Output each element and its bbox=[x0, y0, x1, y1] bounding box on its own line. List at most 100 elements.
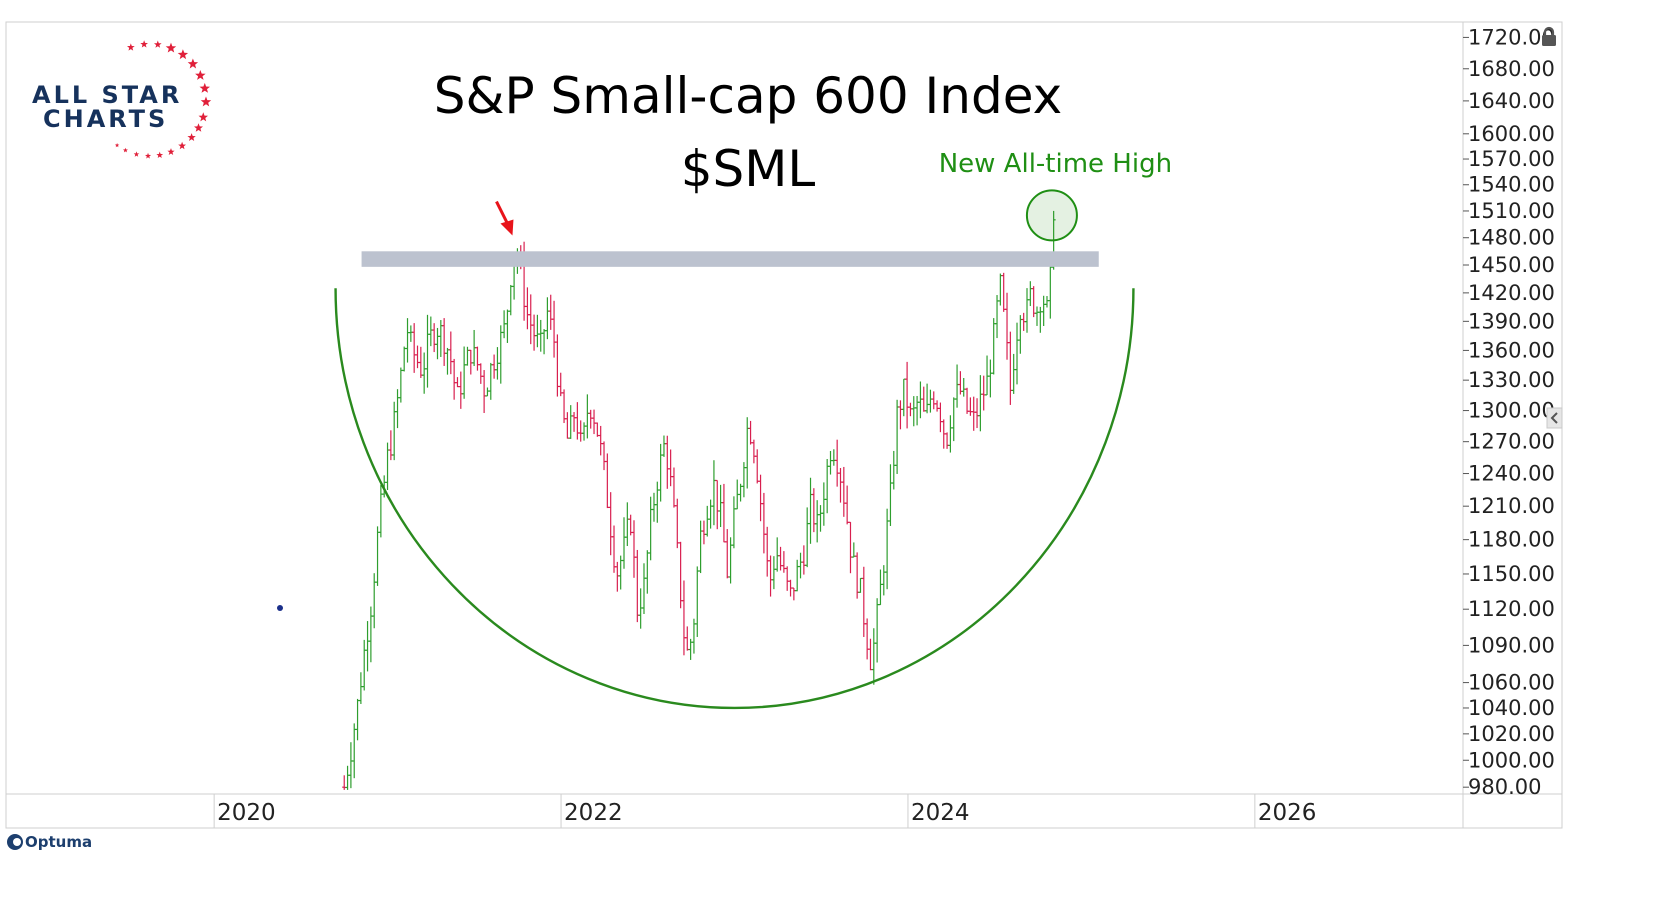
candle bbox=[658, 443, 663, 502]
candle bbox=[671, 467, 676, 508]
candle bbox=[808, 477, 813, 544]
candlestick-series bbox=[342, 210, 1056, 790]
candle bbox=[608, 492, 613, 556]
candle bbox=[372, 573, 377, 629]
y-tick-label: 1480.00 bbox=[1468, 226, 1555, 250]
candle bbox=[605, 453, 610, 509]
candle bbox=[645, 550, 650, 594]
candle bbox=[1008, 331, 1013, 405]
y-tick-label: 1600.00 bbox=[1468, 122, 1555, 146]
candle bbox=[388, 430, 393, 461]
lock-icon[interactable] bbox=[1542, 26, 1556, 46]
candle bbox=[498, 325, 503, 384]
candle bbox=[525, 287, 530, 330]
candle bbox=[562, 389, 567, 424]
candle bbox=[528, 294, 533, 345]
candle bbox=[655, 481, 660, 523]
candle bbox=[858, 577, 863, 593]
candle bbox=[805, 507, 810, 568]
candle bbox=[695, 566, 700, 637]
candle bbox=[901, 378, 906, 417]
candle bbox=[668, 449, 673, 487]
candle bbox=[1005, 292, 1010, 360]
candle bbox=[835, 439, 840, 487]
logo-star-icon bbox=[114, 143, 120, 148]
candle bbox=[988, 359, 993, 398]
candle bbox=[568, 405, 573, 439]
candle bbox=[891, 450, 896, 490]
candle bbox=[965, 387, 970, 414]
x-tick-label: 2020 bbox=[217, 800, 276, 826]
candle bbox=[448, 331, 453, 375]
y-tick-label: 1120.00 bbox=[1468, 597, 1555, 621]
candle bbox=[908, 402, 913, 417]
candle bbox=[761, 492, 766, 554]
candle bbox=[878, 569, 883, 606]
candle bbox=[871, 628, 876, 685]
candle bbox=[758, 474, 763, 522]
y-tick-label: 1300.00 bbox=[1468, 399, 1555, 423]
candle bbox=[881, 565, 886, 596]
y-tick-label: 1420.00 bbox=[1468, 281, 1555, 305]
candle bbox=[771, 556, 776, 590]
candle bbox=[921, 386, 926, 412]
candle bbox=[675, 498, 680, 549]
y-tick-label: 1020.00 bbox=[1468, 722, 1555, 746]
candle bbox=[598, 425, 603, 456]
candle bbox=[1041, 295, 1046, 327]
candle bbox=[468, 349, 473, 375]
candle bbox=[1034, 306, 1039, 326]
candle bbox=[1001, 272, 1006, 312]
logo-star-icon bbox=[199, 82, 210, 93]
candle bbox=[402, 346, 407, 372]
candle bbox=[845, 485, 850, 525]
candle bbox=[648, 496, 653, 561]
annotation-layer: New All-time High bbox=[495, 149, 1172, 242]
candle bbox=[721, 483, 726, 543]
candle bbox=[755, 449, 760, 484]
candle bbox=[815, 500, 820, 543]
stray-marker-dot bbox=[277, 605, 283, 611]
candle bbox=[555, 334, 560, 397]
candle bbox=[355, 698, 360, 741]
candle bbox=[785, 566, 790, 591]
candle bbox=[641, 563, 646, 614]
logo-star-icon bbox=[154, 40, 162, 48]
y-tick-label: 1180.00 bbox=[1468, 528, 1555, 552]
candle bbox=[462, 346, 467, 399]
candle bbox=[861, 566, 866, 637]
candle bbox=[595, 422, 600, 437]
logo-star-icon bbox=[177, 49, 189, 60]
cup-arc bbox=[334, 288, 1135, 710]
all-time-high-circle bbox=[1025, 189, 1078, 242]
candle bbox=[631, 520, 636, 578]
candle bbox=[395, 389, 400, 429]
logo-star-icon bbox=[200, 96, 212, 107]
optuma-logo: Optuma bbox=[7, 833, 92, 851]
candle bbox=[701, 520, 706, 545]
candle bbox=[748, 420, 753, 445]
candle bbox=[428, 316, 433, 347]
candle bbox=[442, 318, 447, 366]
candle bbox=[998, 273, 1003, 306]
x-tick-label: 2022 bbox=[564, 800, 623, 826]
candle bbox=[535, 314, 540, 348]
candle bbox=[1038, 306, 1043, 333]
candle bbox=[765, 526, 770, 577]
y-tick-label: 1680.00 bbox=[1468, 57, 1555, 81]
collapse-arrow-icon[interactable] bbox=[1546, 407, 1563, 429]
candle bbox=[718, 484, 723, 528]
candle bbox=[532, 314, 537, 351]
candle bbox=[1048, 265, 1053, 319]
candle bbox=[362, 639, 367, 691]
candle bbox=[685, 626, 690, 651]
prior-high-arrow bbox=[495, 200, 514, 236]
candle bbox=[971, 396, 976, 431]
candle bbox=[678, 541, 683, 609]
candle bbox=[415, 345, 420, 369]
logo-star-icon bbox=[198, 112, 208, 122]
candle bbox=[795, 559, 800, 592]
candle bbox=[838, 468, 843, 503]
candle bbox=[358, 672, 363, 704]
logo-star-icon bbox=[165, 42, 177, 53]
